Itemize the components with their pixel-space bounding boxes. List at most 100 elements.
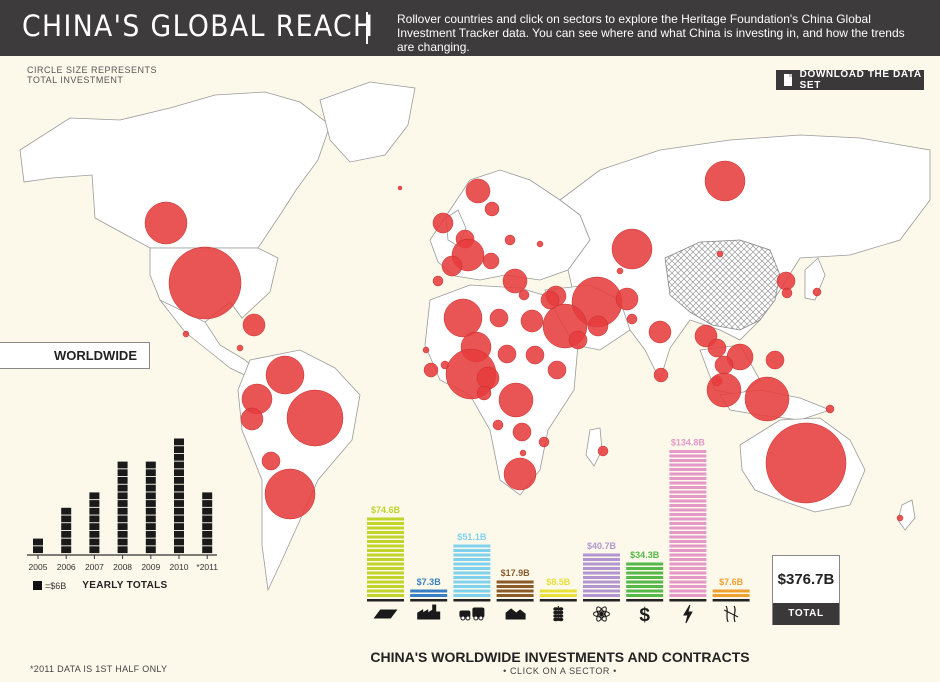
bubble-thailand[interactable] (714, 355, 734, 375)
bubble-niger[interactable] (497, 344, 517, 364)
yearly-block (61, 515, 72, 523)
sector-bar[interactable] (626, 562, 664, 598)
sector-bar[interactable] (410, 589, 448, 598)
landmass-madagascar[interactable] (585, 427, 603, 467)
sector-bar[interactable] (496, 580, 534, 598)
yearly-block (89, 507, 100, 515)
yearly-block (174, 500, 184, 507)
bubble-central-asia[interactable] (616, 267, 624, 275)
sector-bar[interactable] (583, 553, 620, 598)
yearly-block (117, 546, 128, 554)
bubble-png[interactable] (825, 404, 835, 414)
sector-bar-stripe (453, 576, 491, 579)
sector-bar-stripe (496, 585, 534, 588)
bubble-cuba[interactable] (242, 313, 266, 337)
bubble-poland[interactable] (504, 234, 516, 246)
yearly-bar[interactable] (174, 438, 184, 554)
yearly-block (202, 500, 213, 507)
bubble-mexico[interactable] (182, 330, 190, 338)
sector-bar-stripe (669, 585, 707, 588)
yearly-block (117, 523, 128, 530)
sector-bar-stripe (367, 517, 404, 521)
bubble-central-america[interactable] (236, 344, 244, 352)
bubble-cameroon[interactable] (476, 385, 492, 401)
sector-bar-stripe (367, 531, 404, 534)
bubble-greece[interactable] (518, 289, 530, 301)
landmass-japan[interactable] (804, 257, 826, 301)
bubble-mongolia[interactable] (716, 250, 724, 258)
landmass-north-america-north[interactable] (19, 91, 331, 249)
bubble-spain[interactable] (432, 275, 444, 287)
bubble-egypt[interactable] (520, 309, 544, 333)
bubble-ukraine[interactable] (536, 240, 544, 248)
bubble-pakistan[interactable] (626, 313, 638, 325)
bubble-libya[interactable] (489, 308, 509, 328)
bubble-norway[interactable] (465, 178, 491, 204)
yearly-bar[interactable] (202, 492, 213, 554)
bubble-japan[interactable] (812, 287, 822, 297)
bubble-venezuela[interactable] (265, 355, 305, 395)
bubble-gulf[interactable] (587, 315, 609, 337)
bubble-italy[interactable] (482, 252, 500, 270)
bubble-drc[interactable] (498, 382, 534, 418)
yearly-bar[interactable] (89, 492, 100, 554)
bubble-sudan[interactable] (525, 345, 545, 365)
bubble-balkans[interactable] (502, 268, 528, 294)
bubble-indonesia[interactable] (744, 376, 790, 422)
yearly-bar[interactable] (33, 538, 43, 554)
bubble-brazil[interactable] (286, 389, 344, 447)
bubble-zambia[interactable] (519, 449, 527, 457)
sector-bar[interactable] (539, 589, 577, 598)
bubble-algeria[interactable] (443, 298, 483, 338)
bubble-peru[interactable] (261, 451, 281, 471)
yearly-bar[interactable] (145, 461, 156, 554)
bubble-new-zealand[interactable] (896, 514, 904, 522)
sector-bar[interactable] (453, 544, 491, 598)
bubble-iraq[interactable] (540, 290, 560, 310)
yearly-block (174, 507, 184, 515)
bubble-uk[interactable] (432, 212, 454, 234)
page-title: CHINA'S GLOBAL REACH (22, 9, 375, 43)
bubble-greenland-small[interactable] (397, 185, 403, 191)
bubble-sweden[interactable] (484, 201, 500, 217)
bubble-ethiopia[interactable] (547, 360, 567, 380)
bubble-france[interactable] (441, 255, 463, 277)
yearly-bar[interactable] (117, 461, 128, 554)
bubble-usa[interactable] (168, 246, 242, 320)
bubble-ghana[interactable] (476, 366, 500, 390)
bubble-india[interactable] (648, 320, 672, 344)
sector-bar[interactable] (669, 450, 707, 597)
bubble-afghanistan[interactable] (615, 287, 639, 311)
bubble-canada[interactable] (144, 201, 188, 245)
bubble-korea[interactable] (776, 271, 796, 291)
sector-chart-title: CHINA'S WORLDWIDE INVESTMENTS AND CONTRA… (370, 649, 750, 665)
yearly-bar[interactable] (61, 507, 72, 554)
sector-bar-stripe (626, 567, 664, 570)
bubble-philippines[interactable] (765, 350, 785, 370)
bubble-madagascar[interactable] (597, 445, 609, 457)
bubble-saudi[interactable] (568, 330, 588, 350)
bubble-south-africa[interactable] (503, 457, 537, 491)
bubble-angola[interactable] (512, 422, 532, 442)
sector-bar[interactable] (712, 589, 750, 598)
bubble-russia-north[interactable] (704, 160, 746, 202)
bubble-korea-south[interactable] (781, 287, 793, 299)
bubble-gabon[interactable] (492, 419, 504, 431)
landmass-greenland[interactable] (319, 81, 416, 163)
bubble-sri-lanka[interactable] (653, 367, 669, 383)
bubble-senegal[interactable] (422, 346, 430, 354)
yearly-unit-label: =$6B (45, 580, 67, 591)
landmass-china[interactable] (664, 239, 781, 331)
bubble-guinea[interactable] (423, 362, 439, 378)
download-data-button[interactable]: DOWNLOAD THE DATA SET (776, 69, 924, 91)
bubble-tanzania[interactable] (538, 436, 550, 448)
sector-bar-stripe (669, 513, 707, 516)
bubble-ecuador[interactable] (240, 407, 264, 431)
yearly-block (117, 515, 128, 523)
bubble-australia[interactable] (765, 422, 847, 504)
sector-bar[interactable] (367, 517, 404, 598)
bubble-laos[interactable] (707, 338, 727, 358)
bubble-malaysia[interactable] (706, 372, 742, 408)
bubble-russia[interactable] (611, 228, 653, 270)
bubble-argentina[interactable] (264, 468, 316, 520)
